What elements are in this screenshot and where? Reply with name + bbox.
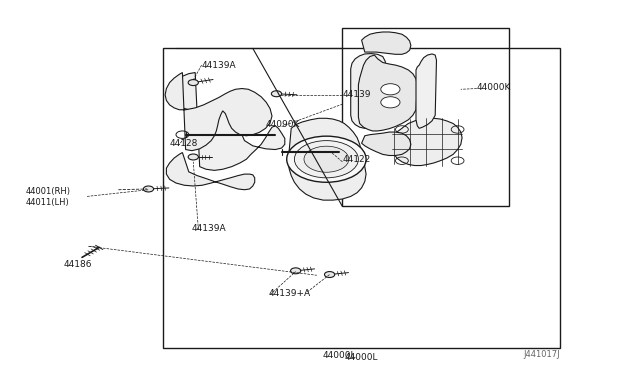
Circle shape xyxy=(381,97,400,108)
Polygon shape xyxy=(362,32,411,54)
Circle shape xyxy=(287,136,366,182)
Text: 44000L: 44000L xyxy=(345,353,378,362)
Polygon shape xyxy=(288,118,366,200)
Text: 44000L: 44000L xyxy=(323,351,356,360)
Text: 44139: 44139 xyxy=(342,90,371,99)
Text: 44000K: 44000K xyxy=(477,83,511,92)
Polygon shape xyxy=(392,118,462,166)
Polygon shape xyxy=(166,153,255,190)
Polygon shape xyxy=(351,54,385,128)
Text: 44090K: 44090K xyxy=(266,120,300,129)
Text: J441017J: J441017J xyxy=(524,350,560,359)
Polygon shape xyxy=(416,54,436,128)
Circle shape xyxy=(188,154,198,160)
Text: 44139A: 44139A xyxy=(202,61,236,70)
Text: 44186: 44186 xyxy=(64,260,93,269)
Text: 44139A: 44139A xyxy=(192,224,227,233)
Circle shape xyxy=(291,268,301,274)
Polygon shape xyxy=(362,132,411,155)
Circle shape xyxy=(294,141,358,178)
Text: 44001(RH): 44001(RH) xyxy=(26,187,70,196)
Circle shape xyxy=(271,91,282,97)
Polygon shape xyxy=(165,73,272,151)
Circle shape xyxy=(324,272,335,278)
Text: 44139+A: 44139+A xyxy=(269,289,311,298)
Bar xyxy=(163,48,560,348)
Polygon shape xyxy=(358,55,417,131)
Circle shape xyxy=(143,186,154,192)
Polygon shape xyxy=(172,73,285,170)
Text: 44128: 44128 xyxy=(170,139,198,148)
Bar xyxy=(342,28,509,206)
Text: 44011(LH): 44011(LH) xyxy=(26,198,69,207)
Circle shape xyxy=(304,146,349,172)
Circle shape xyxy=(381,84,400,95)
Circle shape xyxy=(188,80,198,86)
Text: 44122: 44122 xyxy=(342,155,371,164)
